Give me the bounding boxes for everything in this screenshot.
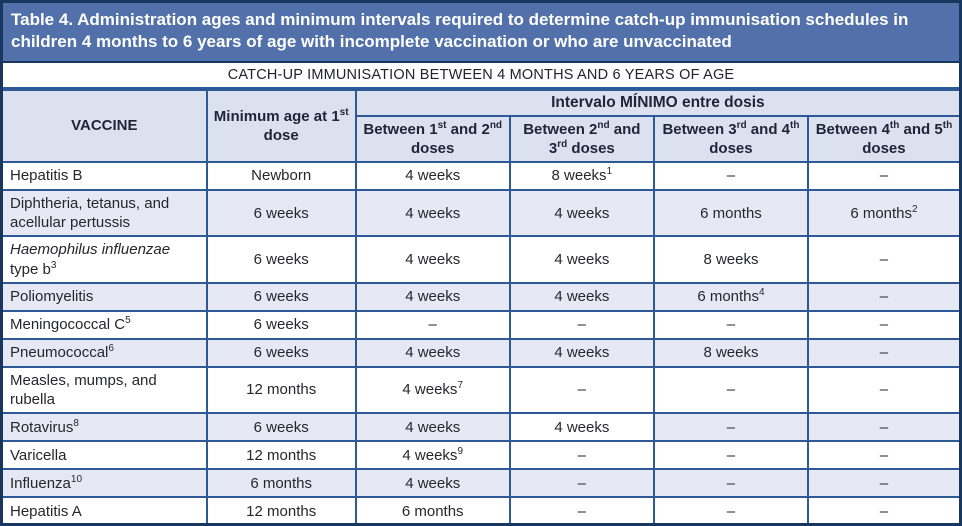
interval-cell: 4 weeks [354,161,511,192]
table-row: Varicella 12 months 4 weeks9– – – [3,440,959,471]
table-header: VACCINE Minimum age at 1st dose Interval… [3,88,959,164]
immunisation-table: VACCINE Minimum age at 1st dose Interval… [3,88,959,523]
interval-cell: – [806,309,959,340]
interval-cell: – [508,440,656,471]
interval-cell: – [508,309,656,340]
interval-cell: – [653,468,809,499]
min-age-cell: 6 weeks [205,235,357,284]
interval-cell: 4 weeks [354,468,511,499]
interval-cell: 4 weeks [508,281,656,312]
interval-cell: 4 weeks7 [354,365,511,415]
table-row: Rotavirus8 6 weeks 4 weeks 4 weeks – – [3,412,959,443]
interval-cell: 4 weeks [354,412,511,443]
interval-cell: 8 weeks [653,235,809,284]
column-header-interval-4-5: Between 4th and 5th doses [806,114,959,164]
interval-cell: 6 months [354,496,511,523]
interval-cell: 4 weeks [354,189,511,238]
interval-cell: 4 weeks [354,235,511,284]
interval-cell: 6 months [653,189,809,238]
table-row: Influenza10 6 months 4 weeks – – – [3,468,959,499]
interval-cell: 4 weeks [508,412,656,443]
min-age-cell: 6 weeks [205,412,357,443]
min-age-cell: 6 weeks [205,189,357,238]
interval-cell: – [806,337,959,368]
column-group-header-minimum-interval: Intervalo MÍNIMO entre dosis [354,88,959,117]
vaccine-cell: Varicella [3,440,208,471]
table-subheader: CATCH-UP IMMUNISATION BETWEEN 4 MONTHS A… [3,62,959,89]
interval-cell: – [653,412,809,443]
interval-cell: 8 weeks [653,337,809,368]
interval-cell: – [508,496,656,523]
interval-cell: – [508,365,656,415]
min-age-cell: 12 months [205,365,357,415]
interval-cell: – [653,309,809,340]
table-row: Poliomyelitis 6 weeks 4 weeks 4 weeks 6 mont… [3,281,959,312]
interval-cell: – [806,365,959,415]
min-age-cell: Newborn [205,161,357,192]
vaccine-cell: Pneumococcal6 [3,337,208,368]
column-header-interval-3-4: Between 3rd and 4th doses [653,114,809,164]
interval-cell: – [806,496,959,523]
vaccine-cell: Meningococcal C5 [3,309,208,340]
interval-cell: – [653,365,809,415]
table-row: Diphtheria, tetanus, and acellular pertu… [3,189,959,238]
interval-cell: – [806,468,959,499]
vaccine-cell: Rotavirus8 [3,412,208,443]
column-header-min-age: Minimum age at 1st dose [205,88,357,164]
column-header-vaccine: VACCINE [3,88,208,164]
vaccine-cell: Influenza10 [3,468,208,499]
min-age-cell: 6 weeks [205,337,357,368]
min-age-cell: 6 weeks [205,281,357,312]
vaccine-cell: Measles, mumps, and rubella [3,365,208,415]
interval-cell: – [354,309,511,340]
min-age-cell: 6 weeks [205,309,357,340]
table-row: Meningococcal C5 6 weeks – – – – [3,309,959,340]
interval-cell: 4 weeks [508,337,656,368]
interval-cell: – [653,496,809,523]
interval-cell: 4 weeks [508,235,656,284]
vaccine-cell: Hepatitis B [3,161,208,192]
interval-cell: 4 weeks [354,337,511,368]
vaccine-cell: Hepatitis A [3,496,208,523]
table-row: Haemophilus influenzae type b3 6 weeks 4 w… [3,235,959,284]
column-header-interval-2-3: Between 2nd and 3rd doses [508,114,656,164]
vaccine-cell: Haemophilus influenzae type b3 [3,235,208,284]
min-age-cell: 6 months [205,468,357,499]
vaccine-cell: Poliomyelitis [3,281,208,312]
table-title: Table 4. Administration ages and minimum… [3,3,959,63]
interval-cell: 4 weeks [508,189,656,238]
interval-cell: – [806,412,959,443]
table-body: Hepatitis B Newborn 4 weeks 8 weeks1– – Dipht… [3,161,959,523]
interval-cell: 6 months2 [806,189,959,238]
interval-cell: – [806,440,959,471]
interval-cell: – [806,235,959,284]
interval-cell: 4 weeks [354,281,511,312]
interval-cell: – [806,281,959,312]
interval-cell: 4 weeks9 [354,440,511,471]
table-row: Hepatitis B Newborn 4 weeks 8 weeks1– – [3,161,959,192]
table-row: Pneumococcal6 6 weeks 4 weeks 4 weeks 8 week… [3,337,959,368]
min-age-cell: 12 months [205,440,357,471]
interval-cell: 8 weeks1 [508,161,656,192]
interval-cell: 6 months4 [653,281,809,312]
table-row: Hepatitis A 12 months 6 months – – – [3,496,959,523]
table-row: Measles, mumps, and rubella 12 months 4 we… [3,365,959,415]
interval-cell: – [806,161,959,192]
column-header-interval-1-2: Between 1st and 2nd doses [355,114,511,164]
min-age-cell: 12 months [205,496,357,523]
interval-cell: – [653,161,809,192]
interval-cell: – [508,468,656,499]
interval-cell: – [653,440,809,471]
vaccine-cell: Diphtheria, tetanus, and acellular pertu… [3,189,208,238]
